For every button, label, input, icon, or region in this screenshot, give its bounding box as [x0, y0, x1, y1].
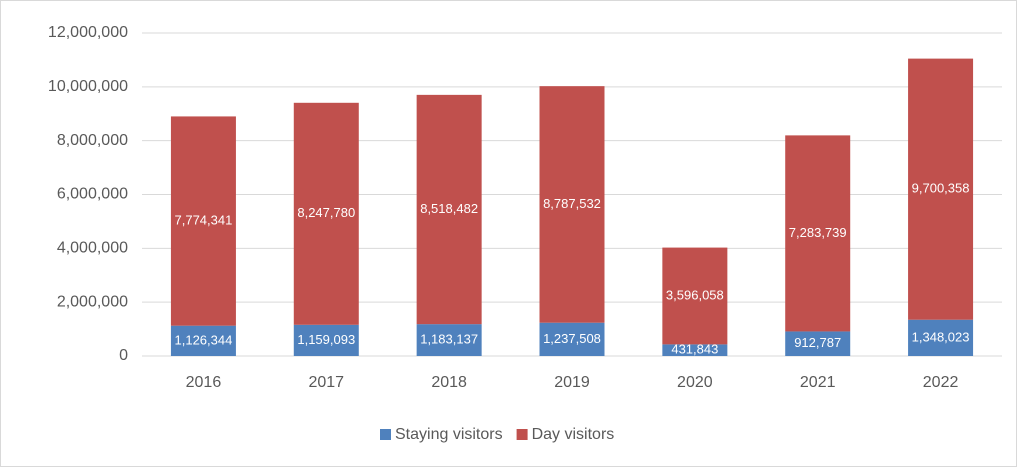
x-tick-label: 2019: [554, 374, 590, 391]
data-label: 912,787: [794, 335, 841, 350]
data-label: 431,843: [671, 342, 718, 357]
y-tick-label: 0: [119, 347, 128, 364]
x-tick-label: 2021: [800, 374, 836, 391]
legend-swatch: [516, 429, 528, 440]
x-tick-label: 2022: [923, 374, 959, 391]
legend-label: Day visitors: [532, 426, 615, 443]
bar-segment: [662, 344, 728, 356]
data-label: 1,126,344: [175, 332, 233, 347]
bar-segment: [785, 331, 851, 356]
bar-segment: [539, 322, 605, 356]
bar-segment: [908, 58, 974, 320]
data-label: 1,348,023: [912, 329, 970, 344]
data-label: 7,774,341: [175, 212, 233, 227]
y-tick-label: 10,000,000: [48, 78, 128, 95]
bar-segment: [170, 325, 236, 356]
y-tick-label: 2,000,000: [57, 293, 128, 310]
data-label: 8,518,482: [420, 201, 478, 216]
x-tick-label: 2017: [308, 374, 344, 391]
data-label: 3,596,058: [666, 287, 724, 302]
data-label: 1,159,093: [297, 332, 355, 347]
legend-label: Staying visitors: [395, 426, 503, 443]
data-label: 1,237,508: [543, 331, 601, 346]
bar-segment: [416, 324, 482, 356]
data-label: 8,787,532: [543, 196, 601, 211]
data-label: 1,183,137: [420, 332, 478, 347]
y-tick-label: 4,000,000: [57, 240, 128, 257]
bar-segment: [293, 102, 359, 325]
x-tick-label: 2016: [186, 374, 222, 391]
x-tick-label: 2018: [431, 374, 467, 391]
y-tick-label: 8,000,000: [57, 132, 128, 149]
bar-segment: [170, 116, 236, 326]
y-tick-label: 6,000,000: [57, 186, 128, 203]
data-label: 9,700,358: [912, 181, 970, 196]
legend-swatch: [380, 429, 391, 440]
bar-segment: [908, 319, 974, 356]
bar-segment: [785, 135, 851, 332]
bar-segment: [539, 86, 605, 323]
y-tick-label: 12,000,000: [48, 24, 128, 41]
x-tick-label: 2020: [677, 374, 713, 391]
bar-segment: [662, 247, 728, 345]
bar-segment: [293, 324, 359, 356]
bar-segment: [416, 94, 482, 325]
data-label: 7,283,739: [789, 225, 847, 240]
data-label: 8,247,780: [297, 205, 355, 220]
